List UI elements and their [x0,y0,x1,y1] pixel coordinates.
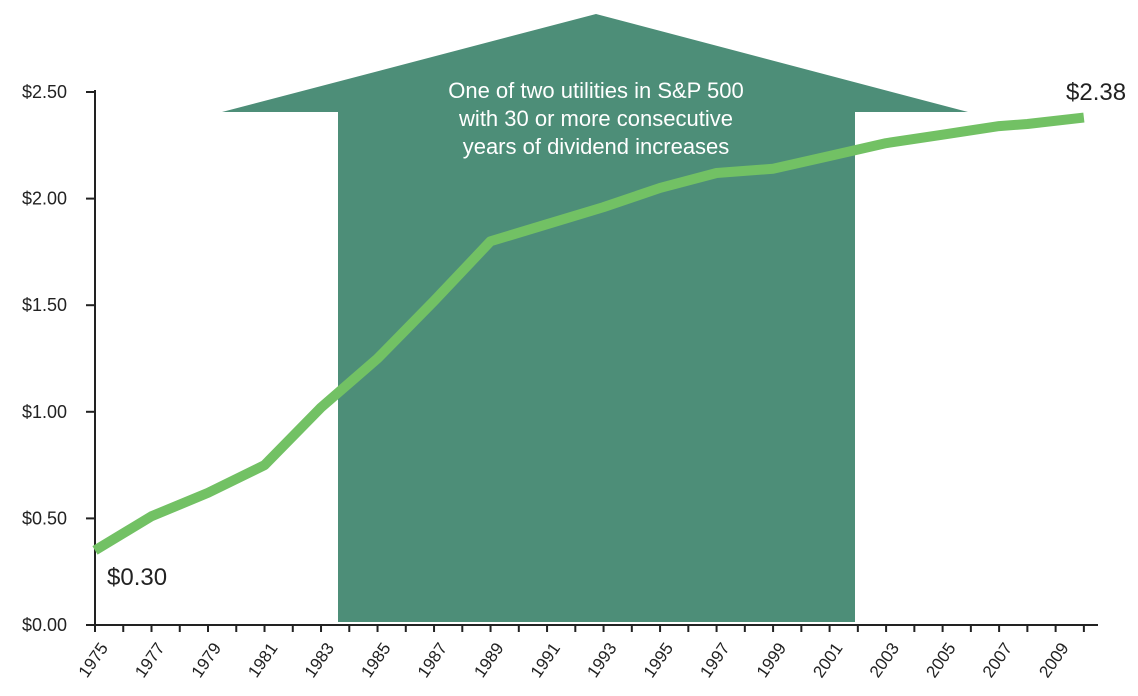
x-tick-label: 2003 [866,639,903,681]
y-tick-label: $2.50 [22,82,67,102]
x-tick-label: 1983 [301,639,338,681]
x-tick-label: 1991 [527,639,564,681]
callout-line-2: with 30 or more consecutive [458,106,733,131]
x-tick-label: 1977 [131,639,168,681]
x-tick-label: 1995 [640,639,677,681]
series-group [92,112,1085,555]
y-tick-label: $1.00 [22,402,67,422]
dividend-series-line [92,112,1085,555]
start-value-label: $0.30 [107,564,167,591]
callout-line-3: years of dividend increases [463,134,730,159]
y-tick-label: $0.00 [22,615,67,635]
annotation-group: $0.30 $2.38 [107,79,1126,591]
y-tick-label: $2.00 [22,189,67,209]
x-tick-label: 2007 [979,639,1016,681]
x-tick-label: 2009 [1035,639,1072,681]
y-tick-label: $0.50 [22,508,67,528]
end-value-label: $2.38 [1066,79,1126,106]
x-tick-label: 2005 [922,639,959,681]
x-tick-label: 1981 [244,639,281,681]
x-tick-label: 2001 [809,639,846,681]
x-tick-label: 1989 [470,639,507,681]
y-tick-label: $1.50 [22,295,67,315]
x-tick-label: 1985 [357,639,394,681]
x-tick-label: 1979 [188,639,225,681]
x-tick-label: 1975 [75,639,112,681]
callout-line-1: One of two utilities in S&P 500 [448,78,744,103]
callout-arrow-group: One of two utilities in S&P 500 with 30 … [222,14,968,622]
x-tick-label: 1999 [753,639,790,681]
x-tick-label: 1987 [414,639,451,681]
x-tick-label: 1993 [583,639,620,681]
x-tick-label: 1997 [696,639,733,681]
